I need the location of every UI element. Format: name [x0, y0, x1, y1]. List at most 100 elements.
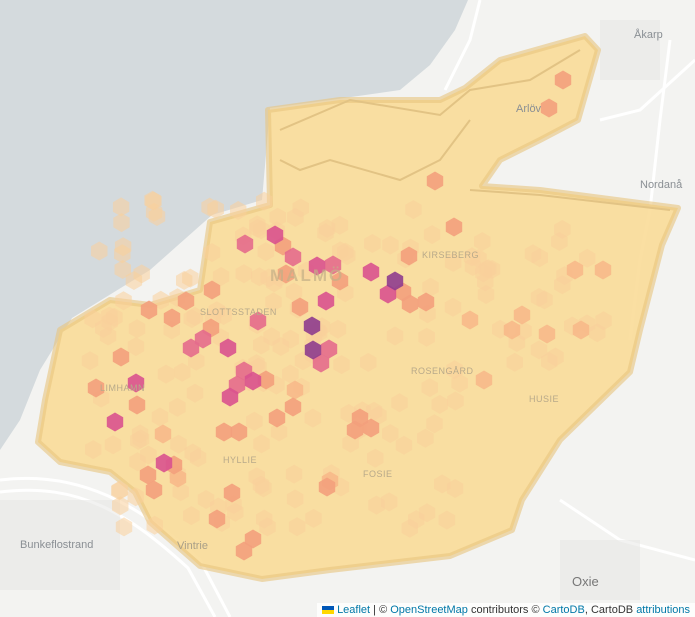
hex-cell[interactable]: [551, 232, 568, 251]
hex-cell[interactable]: [401, 518, 418, 538]
hex-cell[interactable]: [426, 414, 443, 434]
hex-cell[interactable]: [169, 397, 186, 417]
hex-cell[interactable]: [364, 234, 381, 253]
hex-cell[interactable]: [182, 338, 200, 358]
hex-cell[interactable]: [208, 301, 225, 321]
hex-cell[interactable]: [447, 391, 464, 411]
hex-cell[interactable]: [111, 481, 128, 501]
hex-cell[interactable]: [367, 448, 384, 468]
hex-cell[interactable]: [140, 300, 158, 320]
hex-cell[interactable]: [400, 246, 418, 266]
hex-cell[interactable]: [244, 529, 262, 549]
hex-cell[interactable]: [305, 508, 322, 528]
hex-cell[interactable]: [446, 360, 463, 380]
hex-cell[interactable]: [379, 284, 397, 304]
hex-cell[interactable]: [594, 260, 612, 280]
attributions-link[interactable]: attributions: [636, 604, 690, 616]
hex-cell[interactable]: [248, 354, 265, 374]
hex-cell[interactable]: [444, 297, 462, 317]
hex-cell[interactable]: [85, 440, 102, 460]
hex-cell[interactable]: [133, 264, 150, 284]
hex-cell[interactable]: [324, 255, 342, 275]
hex-cell[interactable]: [579, 248, 596, 268]
hex-cell[interactable]: [320, 339, 338, 359]
hex-cell[interactable]: [266, 225, 284, 245]
hex-cell[interactable]: [91, 241, 108, 261]
hex-cell[interactable]: [244, 371, 262, 391]
hex-cell[interactable]: [395, 435, 413, 455]
hex-cell[interactable]: [566, 260, 584, 280]
hex-cell[interactable]: [221, 387, 239, 407]
hex-cell[interactable]: [106, 412, 124, 432]
hex-cell[interactable]: [362, 262, 380, 282]
hex-cell[interactable]: [131, 424, 149, 444]
hex-cell[interactable]: [405, 200, 422, 220]
hex-cell[interactable]: [303, 316, 321, 336]
hex-cell[interactable]: [503, 320, 521, 340]
malmo-area-polygon[interactable]: [35, 33, 681, 582]
hex-cell[interactable]: [360, 352, 377, 372]
hex-cell[interactable]: [207, 199, 224, 219]
hex-cell[interactable]: [331, 271, 349, 291]
hex-cell[interactable]: [87, 378, 105, 398]
hex-cell[interactable]: [446, 479, 464, 498]
hex-cell[interactable]: [461, 310, 479, 330]
hex-cell[interactable]: [530, 340, 548, 360]
hex-cell[interactable]: [177, 291, 195, 311]
hex-cell[interactable]: [183, 506, 200, 526]
hex-cell[interactable]: [286, 380, 304, 400]
hex-cell[interactable]: [219, 338, 237, 358]
hex-cell[interactable]: [174, 362, 191, 382]
hex-cell[interactable]: [127, 487, 144, 507]
hex-cell[interactable]: [475, 370, 493, 390]
hex-cell[interactable]: [101, 306, 118, 326]
hex-cell[interactable]: [112, 496, 129, 516]
hex-cell[interactable]: [331, 215, 349, 235]
hex-cell[interactable]: [139, 465, 157, 485]
hex-cell[interactable]: [249, 218, 266, 238]
hex-cell[interactable]: [541, 352, 558, 371]
cartodb-link[interactable]: CartoDB: [542, 604, 585, 616]
hex-cell[interactable]: [423, 225, 441, 245]
hex-cell[interactable]: [286, 489, 304, 509]
hex-cell[interactable]: [170, 434, 187, 454]
osm-link[interactable]: OpenStreetMap: [390, 604, 468, 616]
hex-cell[interactable]: [438, 510, 456, 530]
leaflet-link[interactable]: Leaflet: [337, 604, 371, 616]
hex-cell[interactable]: [259, 517, 276, 537]
hex-cell[interactable]: [257, 242, 275, 262]
hex-cell[interactable]: [145, 480, 163, 500]
hex-cell[interactable]: [421, 378, 439, 398]
hex-cell[interactable]: [249, 311, 267, 331]
hex-cell[interactable]: [418, 503, 436, 523]
hex-cell[interactable]: [127, 337, 145, 357]
hex-cell[interactable]: [477, 272, 494, 292]
hex-cell[interactable]: [386, 271, 404, 291]
hex-cell[interactable]: [203, 243, 221, 263]
hex-cell[interactable]: [236, 234, 254, 254]
hex-cell[interactable]: [230, 422, 248, 442]
hex-cell[interactable]: [127, 373, 145, 393]
hex-cell[interactable]: [186, 383, 204, 403]
hex-cell[interactable]: [163, 308, 181, 328]
hex-cell[interactable]: [265, 292, 282, 312]
hex-cell[interactable]: [401, 294, 419, 314]
hex-cell[interactable]: [362, 418, 380, 438]
hex-cell[interactable]: [257, 370, 275, 390]
hex-cell[interactable]: [595, 311, 612, 331]
hex-cell[interactable]: [445, 217, 463, 237]
hex-cell[interactable]: [287, 207, 304, 227]
hex-cell[interactable]: [282, 364, 299, 384]
hex-cell[interactable]: [253, 434, 270, 454]
hex-cell[interactable]: [184, 443, 202, 463]
hex-cell[interactable]: [554, 275, 571, 295]
hex-cell[interactable]: [277, 264, 295, 284]
hex-cell[interactable]: [291, 297, 309, 317]
hex-cell[interactable]: [252, 475, 270, 495]
hex-cell[interactable]: [431, 394, 448, 414]
hex-cell[interactable]: [269, 207, 287, 227]
hex-cell[interactable]: [368, 495, 385, 515]
hex-cell[interactable]: [151, 407, 169, 427]
hex-cell[interactable]: [114, 260, 132, 279]
